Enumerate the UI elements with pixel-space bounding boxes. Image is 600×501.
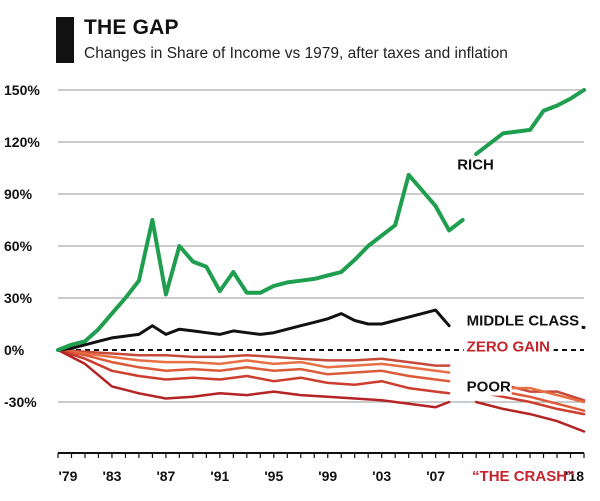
- y-tick-label: 30%: [4, 290, 33, 306]
- annotations: RICH MIDDLE CLASS ZERO GAIN POOR “THE CRASH”: [457, 157, 582, 485]
- x-tick-label: '91: [210, 468, 229, 484]
- x-tick-label: '79: [59, 468, 78, 484]
- annotation-rich: RICH: [457, 157, 494, 174]
- y-tick-label: 60%: [4, 238, 33, 254]
- chart-subtitle: Changes in Share of Income vs 1979, afte…: [84, 45, 508, 62]
- annotation-poor: POOR: [467, 379, 511, 396]
- annotation-zero: ZERO GAIN: [467, 339, 550, 356]
- series-line-poor-1-post-crash: [474, 400, 586, 433]
- y-tick-label: 120%: [4, 134, 40, 150]
- x-tick-label: '07: [426, 468, 445, 484]
- y-tick-label: 0%: [4, 342, 25, 358]
- label-backing: [463, 377, 512, 396]
- series-line-poor-1: [56, 348, 451, 409]
- series-line-rich: [56, 172, 465, 352]
- grid-lines: [58, 89, 584, 403]
- chart-title: THE GAP: [84, 16, 179, 39]
- y-axis-ticks: 150% 120% 90% 60% 30% 0% -30%: [4, 82, 40, 410]
- label-backing: [463, 337, 554, 356]
- x-tick-label: '99: [318, 468, 337, 484]
- x-axis: '79 '83 '87 '91 '95 '99 '03 '07 '18: [57, 452, 585, 484]
- label-backing: [463, 311, 582, 330]
- x-tick-label: '18: [565, 468, 584, 484]
- x-tick-label: '83: [102, 468, 121, 484]
- series-line-poor-5: [56, 348, 451, 367]
- y-tick-label: 150%: [4, 82, 40, 98]
- x-tick-label: '03: [372, 468, 391, 484]
- series-line-poor-2: [56, 348, 451, 395]
- y-tick-label: -30%: [4, 394, 37, 410]
- y-tick-label: 90%: [4, 186, 33, 202]
- annotation-middle: MIDDLE CLASS: [467, 313, 579, 330]
- title-accent-bar: [56, 17, 74, 63]
- series-line-rich-post-crash: [474, 88, 586, 157]
- x-tick-label: '87: [156, 468, 175, 484]
- series-line-poor-3: [56, 348, 451, 383]
- annotation-crash: “THE CRASH”: [472, 468, 575, 485]
- x-tick-label: '95: [264, 468, 283, 484]
- series-line-middle-class: [56, 308, 451, 352]
- series-line-poor-4: [56, 348, 451, 374]
